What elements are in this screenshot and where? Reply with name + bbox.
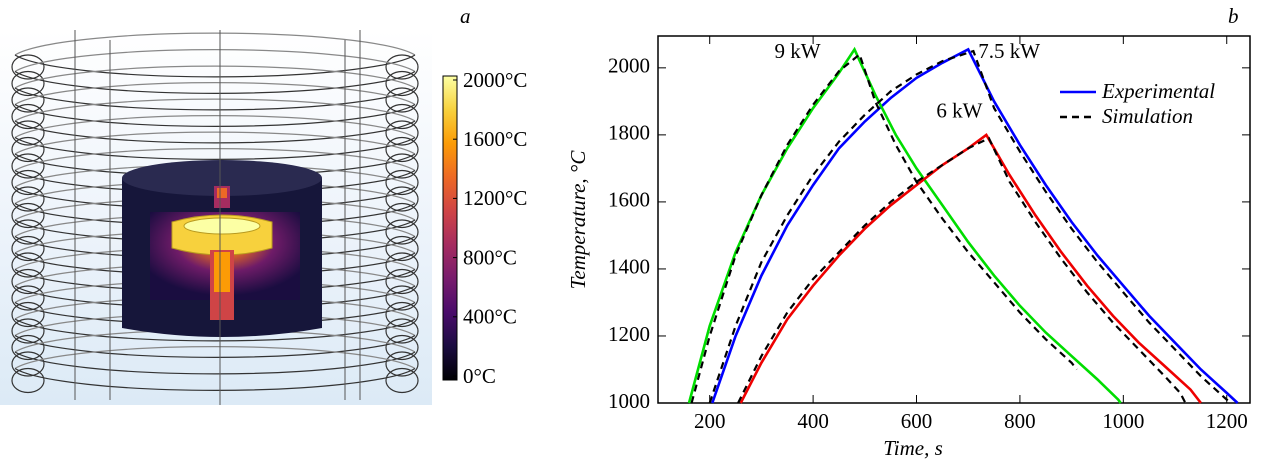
y-tick-label: 1800 [608,121,650,145]
x-axis-label: Time, s [883,436,943,460]
x-tick-label: 400 [797,409,829,433]
colorbar-tick-label: 800°C [463,245,517,269]
y-tick-label: 1400 [608,255,650,279]
colorbar-tick-label: 2000°C [463,68,527,92]
x-tick-label: 1200 [1206,409,1248,433]
series-line [741,135,1201,403]
colorbar-tick-label: 1600°C [463,127,527,151]
series-annotation: 6 kW [936,99,982,123]
colorbar-tick-label: 1200°C [463,186,527,210]
legend-label: Experimental [1101,79,1215,103]
series-annotation: 7.5 kW [978,39,1040,63]
colorbar [443,76,457,380]
crucible [122,160,322,337]
panel-label: b [1228,4,1239,28]
y-axis-label: Temperature, °C [566,150,590,290]
y-tick-label: 2000 [608,54,650,78]
panel-label: a [460,4,471,28]
x-tick-label: 800 [1004,409,1036,433]
colorbar-tick-label: 0°C [463,364,496,388]
figure: a b Time, s Temperature, °C 0°C 400°C 800°… [0,0,1264,468]
x-tick-label: 600 [901,409,933,433]
series-annotation: 9 kW [774,39,820,63]
y-tick-label: 1600 [608,188,650,212]
y-tick-label: 1200 [608,322,650,346]
series-line [689,49,1121,403]
simulation-scene [0,30,432,405]
series-line [692,54,1077,403]
legend-label: Simulation [1102,104,1193,128]
colorbar-tick-label: 400°C [463,305,517,329]
x-tick-label: 200 [694,409,726,433]
y-tick-label: 1000 [608,389,650,413]
series-line [738,138,1185,403]
x-tick-label: 1000 [1102,409,1144,433]
